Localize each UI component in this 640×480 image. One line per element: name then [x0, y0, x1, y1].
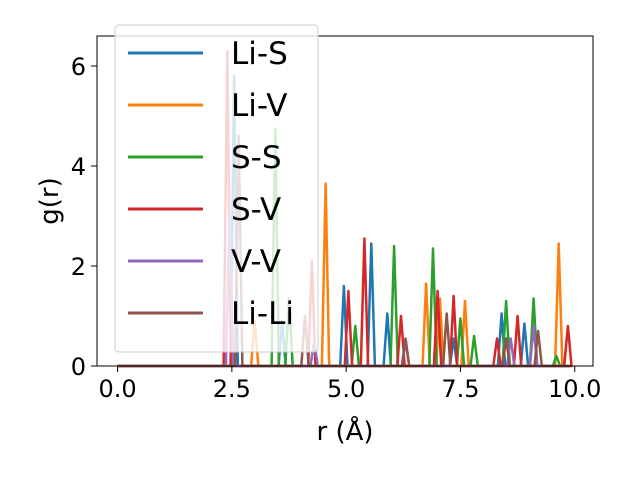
- y-tick-label: 2: [71, 253, 86, 281]
- legend-label-1: Li-V: [231, 88, 287, 124]
- x-tick-label: 10.0: [548, 375, 601, 403]
- legend-label-4: V-V: [231, 244, 281, 280]
- y-axis-label: g(r): [35, 177, 65, 224]
- x-tick-label: 0.0: [98, 375, 136, 403]
- x-axis: 0.0 2.5 5.0 7.5 10.0: [98, 366, 601, 403]
- x-tick-label: 5.0: [327, 375, 365, 403]
- legend: Li-S Li-V S-S S-V V-V Li-Li: [114, 24, 319, 353]
- x-tick-label: 2.5: [213, 375, 251, 403]
- legend-label-5: Li-Li: [231, 296, 294, 332]
- plot-frame: [96, 35, 594, 367]
- x-tick-label: 7.5: [441, 375, 479, 403]
- y-tick-label: 0: [71, 353, 86, 381]
- y-tick-label: 4: [71, 153, 86, 181]
- legend-label-3: S-V: [231, 192, 281, 228]
- legend-box: [114, 24, 319, 353]
- y-tick-label: 6: [71, 53, 86, 81]
- y-axis: 0 2 4 6: [71, 53, 97, 381]
- legend-label-0: Li-S: [231, 36, 288, 72]
- legend-label-2: S-S: [231, 140, 282, 176]
- x-axis-label: r (Å): [316, 415, 373, 447]
